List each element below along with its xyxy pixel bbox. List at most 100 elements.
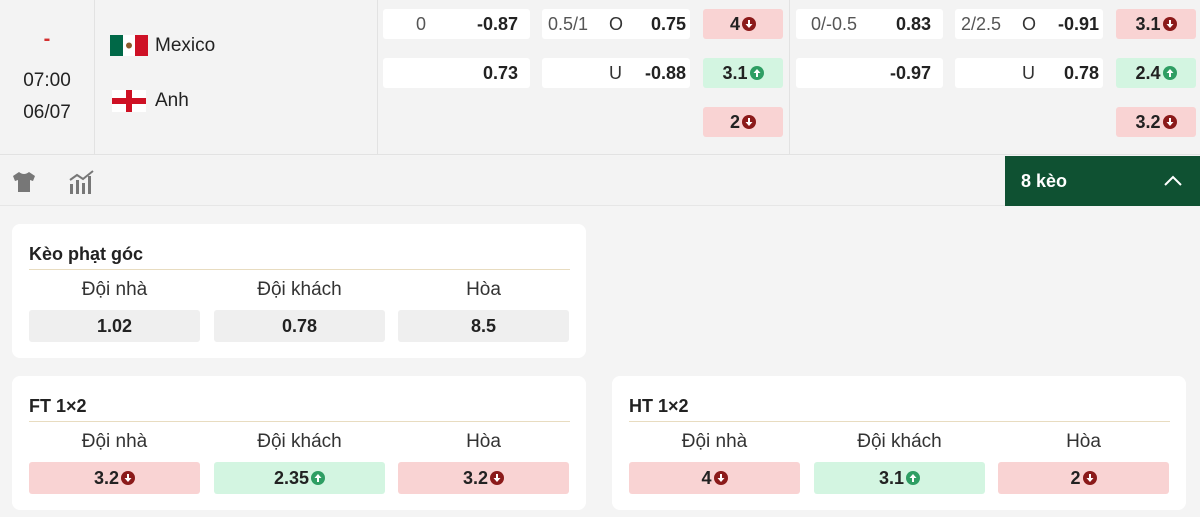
divider (789, 0, 790, 155)
over-under-cell[interactable]: 2/2.5 O -0.91 (955, 9, 1103, 39)
odds-cell[interactable]: 1.02 (29, 310, 200, 342)
card-title: Kèo phạt góc (29, 244, 144, 264)
odds-value: 2.35 (273, 467, 310, 488)
card-title: FT 1×2 (29, 396, 87, 416)
odds-value: 2.4 (1135, 62, 1161, 83)
arrow-down-icon (1162, 115, 1177, 129)
chevron-up (1164, 175, 1182, 186)
market-card: Kèo phạt góc Đội nhà Đội khách Hòa 1.02 0.78 8… (12, 224, 586, 358)
home-team: Mexico (155, 35, 216, 56)
handicap-cell[interactable]: 0 -0.87 (383, 9, 530, 39)
arrow-up-icon (1162, 66, 1177, 80)
odds-cell[interactable]: 8.5 (398, 310, 569, 342)
handicap-line: 0 (415, 14, 426, 34)
column-label: Đội nhà (681, 431, 748, 452)
1x2-cell[interactable]: 3.1 (703, 58, 783, 88)
more-button-label: 8 kèo (1021, 171, 1068, 191)
over-label: O (609, 14, 624, 34)
column-label: Đội nhà (81, 279, 148, 300)
under-label: U (609, 63, 622, 83)
arrow-down-icon (742, 17, 756, 31)
arrow-down-icon (1082, 471, 1097, 485)
market-card: HT 1×2 Đội nhà Đội khách Hòa 4 3.1 2 (612, 376, 1186, 510)
odds-cell[interactable]: 2 (998, 462, 1169, 494)
odds-value: 3.2 (462, 467, 489, 488)
handicap-odds: 0.83 (895, 14, 931, 34)
arrow-down-icon (742, 115, 756, 129)
under-odds: -0.88 (644, 63, 686, 83)
column-label: Đội nhà (81, 431, 148, 452)
odds-cell[interactable]: 3.1 (814, 462, 985, 494)
handicap-odds: 0.73 (482, 63, 518, 83)
arrow-up-icon (311, 471, 326, 485)
card-title: HT 1×2 (629, 396, 689, 416)
odds-value: 8.5 (470, 315, 497, 336)
odds-value: 3.1 (722, 62, 748, 83)
odds-value: 4 (701, 467, 712, 488)
arrow-up-icon (749, 66, 764, 80)
flag-mexico (110, 35, 148, 56)
toolbar (0, 156, 1200, 206)
odds-value: 3.2 (93, 467, 120, 488)
stats-icon[interactable] (68, 170, 96, 196)
column-label: Hòa (466, 431, 501, 452)
odds-cell[interactable]: 0.78 (214, 310, 385, 342)
over-under-cell[interactable]: U 0.78 (955, 58, 1103, 88)
column-label: Hòa (1066, 431, 1101, 452)
away-team: Anh (155, 90, 189, 111)
odds-value: 1.02 (96, 315, 133, 336)
1x2-cell[interactable]: 2.4 (1116, 58, 1196, 88)
odds-value: 0.78 (281, 315, 318, 336)
more-button[interactable]: 8 kèo (1005, 156, 1200, 206)
over-label: O (1022, 14, 1037, 34)
divider (94, 0, 95, 155)
match-status: - (43, 28, 51, 50)
handicap-cell[interactable]: 0/-0.5 0.83 (796, 9, 943, 39)
1x2-cell[interactable]: 4 (703, 9, 783, 39)
flag-england (112, 90, 146, 112)
card-rule (629, 421, 1170, 422)
over-odds: -0.91 (1057, 14, 1099, 34)
handicap-line: 0/-0.5 (810, 14, 858, 34)
odds-cell[interactable]: 3.2 (398, 462, 569, 494)
odds-cell[interactable]: 2.35 (214, 462, 385, 494)
divider (377, 0, 378, 155)
match-date: 06/07 (23, 102, 71, 123)
column-label: Đội khách (257, 431, 342, 452)
match-time: 07:00 (23, 70, 71, 91)
over-under-cell[interactable]: 0.5/1 O 0.75 (542, 9, 690, 39)
over-under-line: 0.5/1 (548, 14, 589, 34)
1x2-cell[interactable]: 3.2 (1116, 107, 1196, 137)
arrow-down-icon (713, 471, 728, 485)
1x2-cell[interactable]: 3.1 (1116, 9, 1196, 39)
arrow-down-icon (490, 471, 505, 485)
handicap-odds: -0.87 (476, 14, 518, 34)
over-under-cell[interactable]: U -0.88 (542, 58, 690, 88)
handicap-cell[interactable]: -0.97 (796, 58, 943, 88)
odds-value: 2 (729, 111, 740, 132)
column-label: Đội khách (257, 279, 342, 300)
column-label: Hòa (466, 279, 501, 300)
odds-cell[interactable]: 4 (629, 462, 800, 494)
column-label: Đội khách (857, 431, 942, 452)
under-odds: 0.78 (1063, 63, 1099, 83)
arrow-up-icon (906, 471, 921, 485)
card-rule (29, 421, 570, 422)
odds-value: 3.2 (1135, 111, 1161, 132)
arrow-down-icon (121, 471, 136, 485)
handicap-odds: -0.97 (889, 63, 931, 83)
handicap-cell[interactable]: 0.73 (383, 58, 530, 88)
jersey-icon[interactable] (12, 171, 36, 193)
odds-value: 2 (1070, 467, 1081, 488)
odds-value: 4 (729, 13, 740, 34)
under-label: U (1022, 63, 1035, 83)
card-rule (29, 269, 570, 270)
arrow-down-icon (1162, 17, 1177, 31)
over-under-line: 2/2.5 (961, 14, 1002, 34)
odds-value: 3.1 (1135, 13, 1161, 34)
1x2-cell[interactable]: 2 (703, 107, 783, 137)
odds-cell[interactable]: 3.2 (29, 462, 200, 494)
market-card: FT 1×2 Đội nhà Đội khách Hòa 3.2 2.35 3.2 (12, 376, 586, 510)
odds-value: 3.1 (878, 467, 905, 488)
